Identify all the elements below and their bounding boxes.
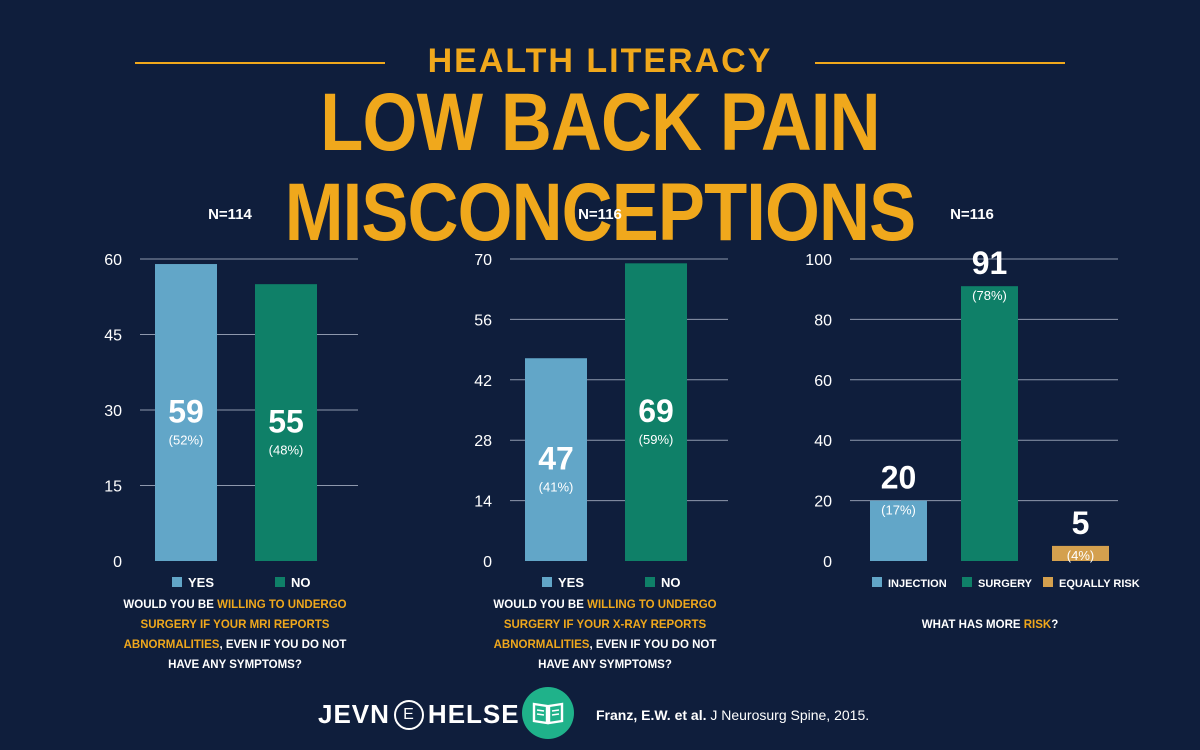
y-tick-label: 14	[474, 494, 492, 511]
question-pre: WOULD YOU BE	[123, 599, 218, 611]
y-tick-label: 100	[805, 252, 832, 269]
bar-equally-risky	[1052, 545, 1109, 561]
data-value-label: 20	[881, 460, 917, 496]
y-tick-label: 80	[814, 312, 832, 329]
legend-label: YES	[188, 575, 214, 590]
brand-right: HELSE	[427, 699, 520, 729]
bar-injection	[870, 500, 927, 561]
y-tick-label: 42	[474, 373, 492, 390]
y-tick-label: 0	[823, 554, 832, 571]
brand-left: JEVN	[318, 699, 390, 729]
data-value-label: 55	[268, 404, 304, 440]
citation-authors: Franz, E.W. et al.	[596, 707, 707, 723]
title-rule-right	[815, 62, 1065, 64]
chart-title: N=116	[578, 206, 622, 223]
title-rule-left	[135, 62, 385, 64]
chart-xray: N=116 0 14 28 42 56 70 47 (41%) YES 69 (59%) NO	[474, 206, 728, 590]
question-mri: WOULD YOU BE WILLING TO UNDERGO SURGERY …	[120, 595, 350, 675]
y-tick-label: 0	[113, 554, 122, 571]
y-tick-label: 28	[474, 433, 492, 450]
question-highlight: WILLING TO UNDERGO SURGERY IF YOUR MRI R…	[123, 599, 347, 651]
legend-swatch	[872, 577, 882, 587]
bar-yes	[525, 358, 587, 561]
data-value-label: 59	[168, 394, 204, 430]
legend-swatch	[645, 577, 655, 587]
footer: JEVN E HELSE Franz, E.W. et al. J Neuros…	[0, 685, 1200, 745]
data-percent-label: (4%)	[1067, 548, 1094, 563]
question-post: , EVEN IF YOU DO NOT HAVE ANY SYMPTOMS?	[168, 639, 347, 671]
y-tick-label: 60	[104, 252, 122, 269]
data-value-label: 69	[638, 393, 674, 429]
legend-swatch	[275, 577, 285, 587]
data-value-label: 91	[972, 245, 1008, 281]
data-percent-label: (48%)	[269, 443, 304, 458]
bar-surgery	[961, 286, 1018, 561]
chart-title: N=116	[950, 206, 994, 223]
y-tick-label: 70	[474, 252, 492, 269]
legend-label: YES	[558, 575, 584, 590]
y-tick-label: 40	[814, 433, 832, 450]
y-tick-label: 15	[104, 479, 122, 496]
question-xray: WOULD YOU BE WILLING TO UNDERGO SURGERY …	[485, 595, 725, 675]
brand-logo: JEVN E HELSE	[318, 699, 520, 730]
y-tick-label: 56	[474, 312, 492, 329]
y-tick-label: 45	[104, 328, 122, 345]
legend-label: NO	[661, 575, 681, 590]
citation: Franz, E.W. et al. J Neurosurg Spine, 20…	[596, 707, 869, 723]
question-risk: WHAT HAS MORE RISK?	[860, 615, 1120, 635]
chart-title: N=114	[208, 206, 252, 223]
title-block: HEALTH LITERACY LOW BACK PAIN MISCONCEPT…	[0, 38, 1200, 258]
data-percent-label: (17%)	[881, 503, 916, 518]
chart-mri: N=114 0 15 30 45 60 59 (52%) YES 55 (48%) NO	[104, 206, 358, 590]
legend-label: SURGERY	[978, 578, 1033, 590]
y-tick-label: 0	[483, 554, 492, 571]
legend-label: INJECTION	[888, 578, 947, 590]
chart-panel-risk: N=116 0 20 40 60 80 100 20 (17%) INJECTION 91 (78%)…	[800, 195, 1140, 665]
bar-no	[255, 284, 317, 561]
data-value-label: 5	[1072, 505, 1090, 541]
data-percent-label: (59%)	[639, 432, 674, 447]
chart-risk: N=116 0 20 40 60 80 100 20 (17%) INJECTION 91 (78%)…	[805, 206, 1140, 590]
legend-label: NO	[291, 575, 311, 590]
legend-swatch	[1043, 577, 1053, 587]
question-highlight: RISK	[1023, 619, 1052, 631]
legend-swatch	[962, 577, 972, 587]
question-post: , EVEN IF YOU DO NOT HAVE ANY SYMPTOMS?	[538, 639, 717, 671]
data-value-label: 47	[538, 441, 574, 477]
legend-swatch	[172, 577, 182, 587]
page-title: LOW BACK PAIN MISCONCEPTIONS	[284, 77, 916, 258]
y-tick-label: 60	[814, 373, 832, 390]
bar-yes	[155, 264, 217, 561]
legend-swatch	[542, 577, 552, 587]
data-percent-label: (41%)	[539, 480, 574, 495]
question-pre: WOULD YOU BE	[493, 599, 588, 611]
chart-panel-xray: N=116 0 14 28 42 56 70 47 (41%) YES 69 (59%) NO WOUL…	[460, 195, 740, 671]
citation-journal: J Neurosurg Spine, 2015.	[706, 707, 870, 723]
data-percent-label: (78%)	[972, 288, 1007, 303]
y-tick-label: 30	[104, 403, 122, 420]
question-highlight: WILLING TO UNDERGO SURGERY IF YOUR X-RAY…	[493, 599, 717, 651]
brand-mid: E	[393, 699, 424, 730]
data-percent-label: (52%)	[169, 433, 204, 448]
question-post: ?	[1051, 619, 1059, 631]
bar-no	[625, 263, 687, 561]
y-tick-label: 20	[814, 494, 832, 511]
supertitle: HEALTH LITERACY	[427, 42, 773, 80]
open-book-icon	[522, 687, 574, 739]
chart-panel-mri: N=114 0 15 30 45 60 59 (52%) YES 55 (48%) NO WOULD …	[90, 195, 370, 671]
question-pre: WHAT HAS MORE	[921, 619, 1024, 631]
legend-label: EQUALLY RISKY	[1059, 578, 1140, 590]
